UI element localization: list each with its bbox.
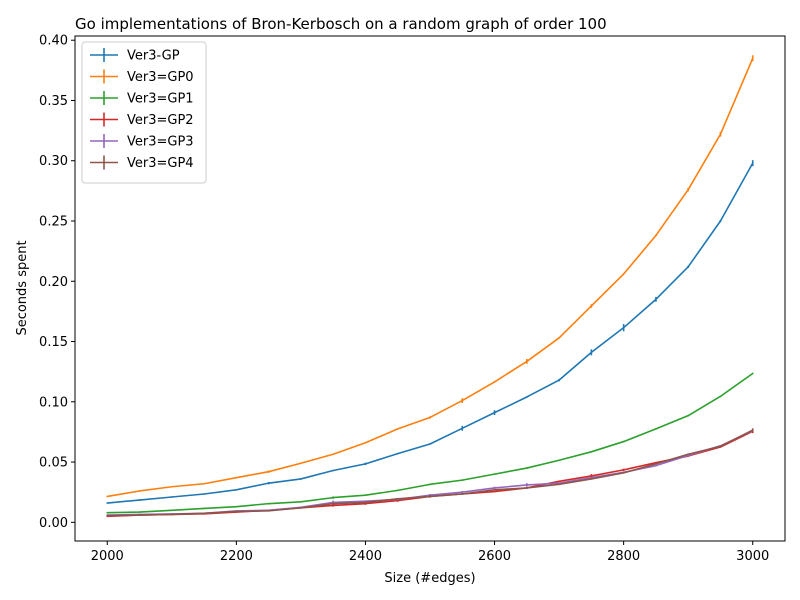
x-tick-label: 2200	[220, 549, 253, 564]
y-axis-title: Seconds spent	[15, 240, 30, 335]
legend-label: Ver3=GP2	[127, 113, 194, 128]
x-tick-label: 2000	[91, 549, 124, 564]
y-tick-label: 0.05	[39, 456, 68, 471]
x-tick-label: 2400	[349, 549, 382, 564]
x-tick-label: 3000	[736, 549, 769, 564]
y-tick-label: 0.15	[39, 335, 68, 350]
plot-frame	[74, 35, 786, 542]
legend-label: Ver3=GP4	[127, 156, 194, 171]
legend-item: Ver3-GP	[90, 48, 180, 64]
legend: Ver3-GP Ver3=GP0 Ver3=GP1 Ver3=GP2 Ver3=GP3 V…	[81, 41, 207, 184]
legend-item: Ver3=GP3	[90, 134, 194, 150]
series-Ver3-GP	[106, 160, 754, 504]
legend-item: Ver3=GP4	[90, 155, 194, 171]
x-axis-title: Size (#edges)	[384, 571, 475, 586]
y-tick-label: 0.25	[39, 215, 68, 230]
x-tick-label: 2800	[607, 549, 640, 564]
y-axis: 0.00 0.05 0.10 0.15 0.20 0.25 0.30 0.35 0.40	[39, 34, 75, 531]
legend-label: Ver3-GP	[127, 49, 180, 64]
y-tick-label: 0.10	[39, 395, 68, 410]
legend-item: Ver3=GP2	[90, 112, 194, 128]
y-tick-label: 0.40	[39, 34, 68, 49]
x-tick-label: 2600	[478, 549, 511, 564]
legend-item: Ver3=GP0	[90, 69, 194, 85]
y-tick-label: 0.00	[39, 516, 68, 531]
y-tick-label: 0.30	[39, 154, 68, 169]
legend-label: Ver3=GP3	[127, 135, 194, 150]
y-tick-label: 0.35	[39, 94, 68, 109]
x-axis: 2000 2200 2400 2600 2800 3000	[91, 541, 769, 564]
legend-label: Ver3=GP1	[127, 92, 194, 107]
series-Ver3=GP4	[106, 428, 754, 517]
legend-label: Ver3=GP0	[127, 70, 194, 85]
y-tick-label: 0.20	[39, 275, 68, 290]
series-Ver3=GP0	[106, 55, 754, 498]
series-layer	[106, 55, 754, 518]
legend-item: Ver3=GP1	[90, 91, 194, 107]
chart-title: Go implementations of Bron-Kerbosch on a…	[75, 15, 607, 33]
series-Ver3=GP1	[106, 372, 754, 514]
